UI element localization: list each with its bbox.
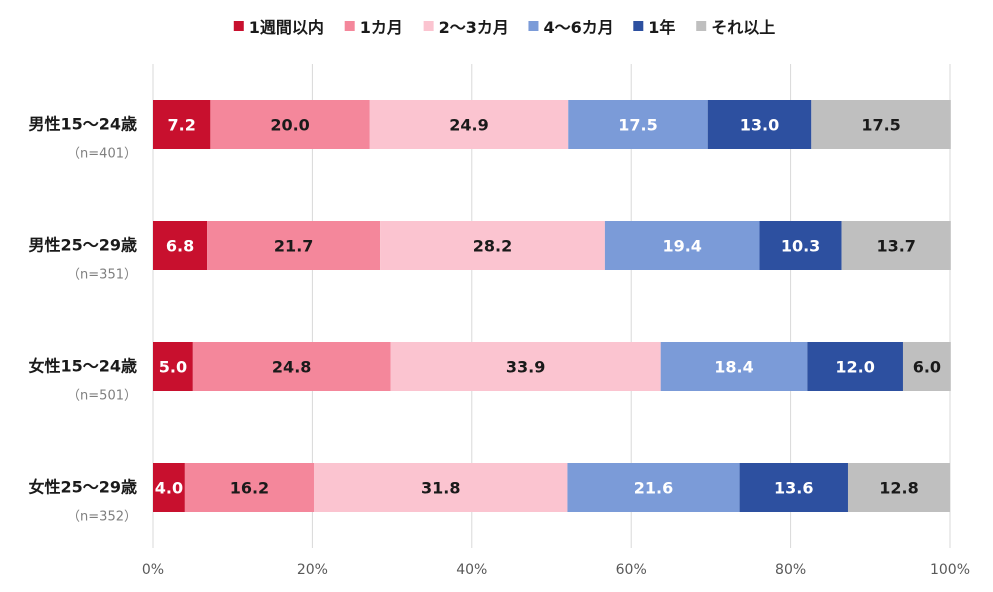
data-label: 21.6 xyxy=(634,479,673,498)
bar-segment xyxy=(841,221,951,270)
bar-segment xyxy=(902,342,951,391)
bar-segment xyxy=(568,100,708,149)
legend-swatch xyxy=(423,21,434,31)
category-sample-size: （n=351） xyxy=(67,268,137,283)
bar-segment xyxy=(707,100,812,149)
x-tick-label: 20% xyxy=(297,562,328,578)
category-sample-size: （n=401） xyxy=(67,147,137,162)
bar-segment xyxy=(660,342,808,391)
bar-segment xyxy=(192,342,391,391)
category-label: 男性15～24歳 xyxy=(28,115,137,134)
data-label: 21.7 xyxy=(274,237,313,256)
bar-segment xyxy=(153,100,211,149)
legend-swatch xyxy=(633,21,644,31)
x-tick-label: 0% xyxy=(142,562,164,578)
bars: 7.2 20.0 24.9 17.5 13.0 17.5 6.8 21.7 28.2 19.4 10… xyxy=(153,100,951,512)
data-label: 12.0 xyxy=(835,358,874,377)
data-label: 10.3 xyxy=(781,237,820,256)
category-sample-size: （n=501） xyxy=(67,389,137,404)
bar-segment xyxy=(567,463,740,512)
bar-segment xyxy=(369,100,569,149)
bar-segment xyxy=(210,100,370,149)
category-label: 女性15～24歳 xyxy=(28,357,137,376)
legend-swatch xyxy=(528,21,539,31)
x-axis-ticks: 0% 20% 40% 60% 80% 100% xyxy=(142,562,970,578)
bar-segment xyxy=(604,221,760,270)
bar-segment xyxy=(153,463,185,512)
bar-segment xyxy=(759,221,842,270)
data-label: 20.0 xyxy=(270,116,309,135)
legend-label: 1週間以内 xyxy=(249,18,324,37)
legend-label: 4～6カ月 xyxy=(543,18,613,37)
legend-label: 1年 xyxy=(648,18,675,37)
legend-label: それ以上 xyxy=(711,18,775,37)
data-label: 4.0 xyxy=(155,479,183,498)
bar-segment xyxy=(380,221,605,270)
data-label: 7.2 xyxy=(168,116,196,135)
data-label: 17.5 xyxy=(618,116,657,135)
legend-swatch xyxy=(344,21,355,31)
legend-label: 1カ月 xyxy=(360,18,403,37)
category-label: 女性25～29歳 xyxy=(28,478,137,497)
bar-segment xyxy=(153,342,193,391)
bar-segment xyxy=(811,100,951,149)
data-label: 12.8 xyxy=(879,479,918,498)
x-tick-label: 100% xyxy=(930,562,970,578)
legend-label: 2～3カ月 xyxy=(439,18,509,37)
data-label: 31.8 xyxy=(421,479,460,498)
category-sample-size: （n=352） xyxy=(67,510,137,525)
data-label: 24.8 xyxy=(272,358,311,377)
data-label: 13.0 xyxy=(740,116,779,135)
bar-segment xyxy=(807,342,903,391)
x-tick-label: 60% xyxy=(616,562,647,578)
data-label: 6.0 xyxy=(913,358,941,377)
bar-segment xyxy=(847,463,950,512)
data-label: 13.7 xyxy=(876,237,915,256)
category-label: 男性25～29歳 xyxy=(28,236,137,255)
data-label: 33.9 xyxy=(506,358,545,377)
bar-segment xyxy=(153,221,208,270)
data-label: 24.9 xyxy=(449,116,488,135)
data-label: 5.0 xyxy=(159,358,187,377)
data-label: 18.4 xyxy=(714,358,753,377)
data-label: 16.2 xyxy=(230,479,269,498)
legend-swatch xyxy=(696,21,707,31)
x-tick-label: 40% xyxy=(456,562,487,578)
legend: 1週間以内 1カ月 2～3カ月 4～6カ月 1年 それ以上 xyxy=(233,18,775,37)
data-label: 6.8 xyxy=(166,237,194,256)
data-label: 17.5 xyxy=(861,116,900,135)
x-tick-label: 80% xyxy=(775,562,806,578)
legend-swatch xyxy=(233,21,244,31)
data-label: 13.6 xyxy=(774,479,813,498)
bar-segment xyxy=(390,342,661,391)
category-labels: 男性15～24歳 （n=401） 男性25～29歳 （n=351） 女性15～24歳 （n… xyxy=(28,115,137,525)
bar-segment xyxy=(207,221,381,270)
data-label: 19.4 xyxy=(662,237,701,256)
bar-segment xyxy=(739,463,848,512)
data-label: 28.2 xyxy=(473,237,512,256)
bar-segment xyxy=(313,463,568,512)
bar-segment xyxy=(184,463,314,512)
